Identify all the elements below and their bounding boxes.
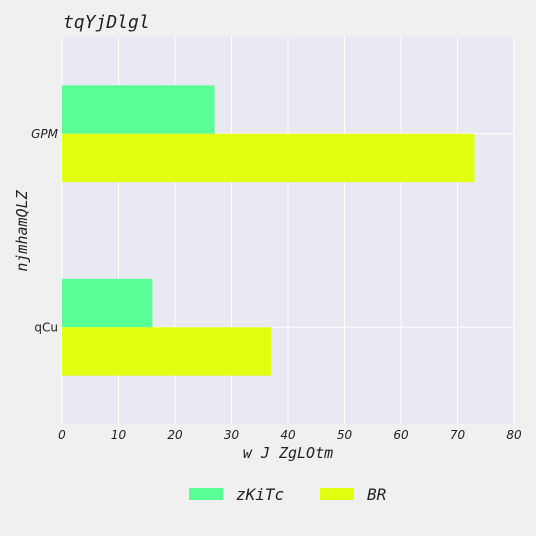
- x-tick-label: 80: [506, 428, 522, 442]
- y-category-label: GPM: [31, 127, 59, 141]
- bar-BR-qCu: [62, 327, 272, 376]
- y-axis-label: njmhamQLZ: [13, 189, 31, 271]
- y-axis-categories: GPM qCu: [31, 127, 59, 335]
- bar-zKiTc-GPM: [62, 85, 215, 134]
- x-tick-label: 0: [58, 428, 66, 442]
- x-tick-label: 30: [224, 428, 240, 442]
- bar-BR-GPM: [62, 133, 475, 183]
- x-axis-ticks: 0 10 20 30 40 50 60 70 80: [58, 428, 522, 442]
- x-tick-label: 10: [111, 428, 127, 442]
- legend-label-BR: BR: [367, 485, 386, 504]
- x-tick-label: 60: [393, 428, 409, 442]
- bar-zKiTc-qCu: [62, 278, 153, 328]
- legend: zKiTc BR: [189, 485, 386, 504]
- x-tick-label: 50: [337, 428, 353, 442]
- legend-swatch-zKiTc: [189, 488, 223, 500]
- legend-label-zKiTc: zKiTc: [236, 485, 284, 504]
- x-tick-label: 40: [280, 428, 296, 442]
- x-tick-label: 70: [450, 428, 466, 442]
- x-axis-label: w J ZgLOtm: [243, 444, 333, 462]
- x-tick-label: 20: [167, 428, 183, 442]
- bars: [62, 85, 475, 376]
- chart-title: tqYjDlgl: [63, 12, 150, 33]
- legend-swatch-BR: [320, 488, 354, 500]
- y-category-label: qCu: [34, 320, 58, 334]
